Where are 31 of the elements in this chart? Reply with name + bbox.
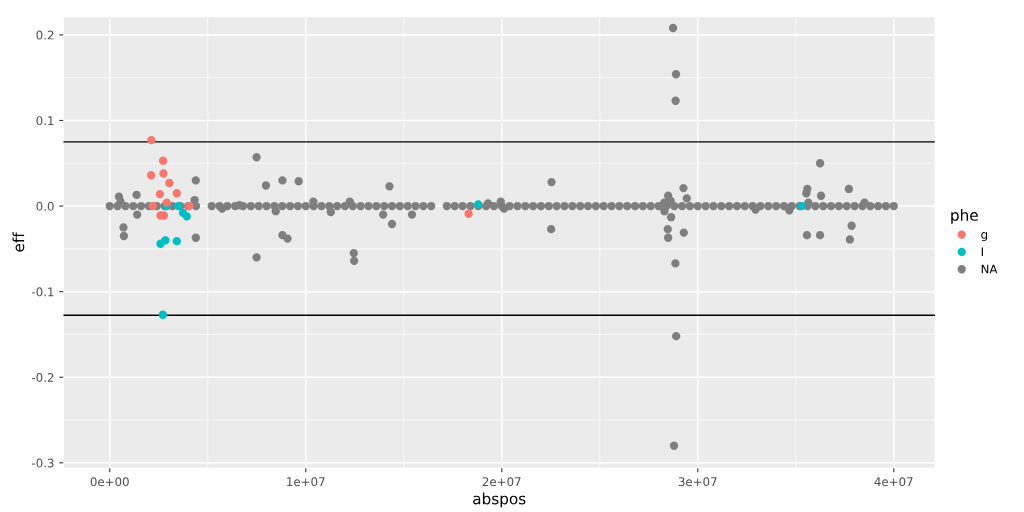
x-tick-label: 2e+07 [482, 477, 521, 487]
legend-title: phe [951, 209, 978, 224]
point [155, 189, 165, 199]
y-tick-label: -0.2 [32, 372, 54, 382]
point [172, 189, 181, 198]
y-tick-label: -0.1 [32, 287, 54, 297]
point [146, 171, 156, 180]
x-axis-title: abspos [473, 492, 526, 508]
x-tick-label: 1e+07 [287, 477, 325, 487]
point [158, 156, 168, 165]
legend-label: g [981, 232, 988, 242]
y-tick-label: -0.3 [32, 458, 54, 468]
point [158, 310, 168, 319]
legend-label: NA [981, 264, 998, 274]
point [172, 236, 181, 246]
point [161, 236, 170, 245]
y-axis-title: eff [12, 232, 25, 252]
y-tick-label: 0.2 [36, 30, 54, 40]
point [182, 212, 191, 221]
y-tick-label: 0.1 [36, 116, 54, 126]
point [147, 135, 156, 145]
point [165, 178, 174, 188]
x-tick-label: 3e+07 [678, 477, 717, 487]
point [148, 201, 158, 211]
legend-label: I [981, 247, 983, 257]
point [464, 209, 473, 218]
y-tick-label: 0.0 [36, 201, 54, 211]
x-tick-label: 0e+00 [90, 477, 129, 487]
point [159, 169, 168, 178]
x-tick-label: 4e+07 [874, 477, 913, 487]
point [162, 198, 171, 207]
